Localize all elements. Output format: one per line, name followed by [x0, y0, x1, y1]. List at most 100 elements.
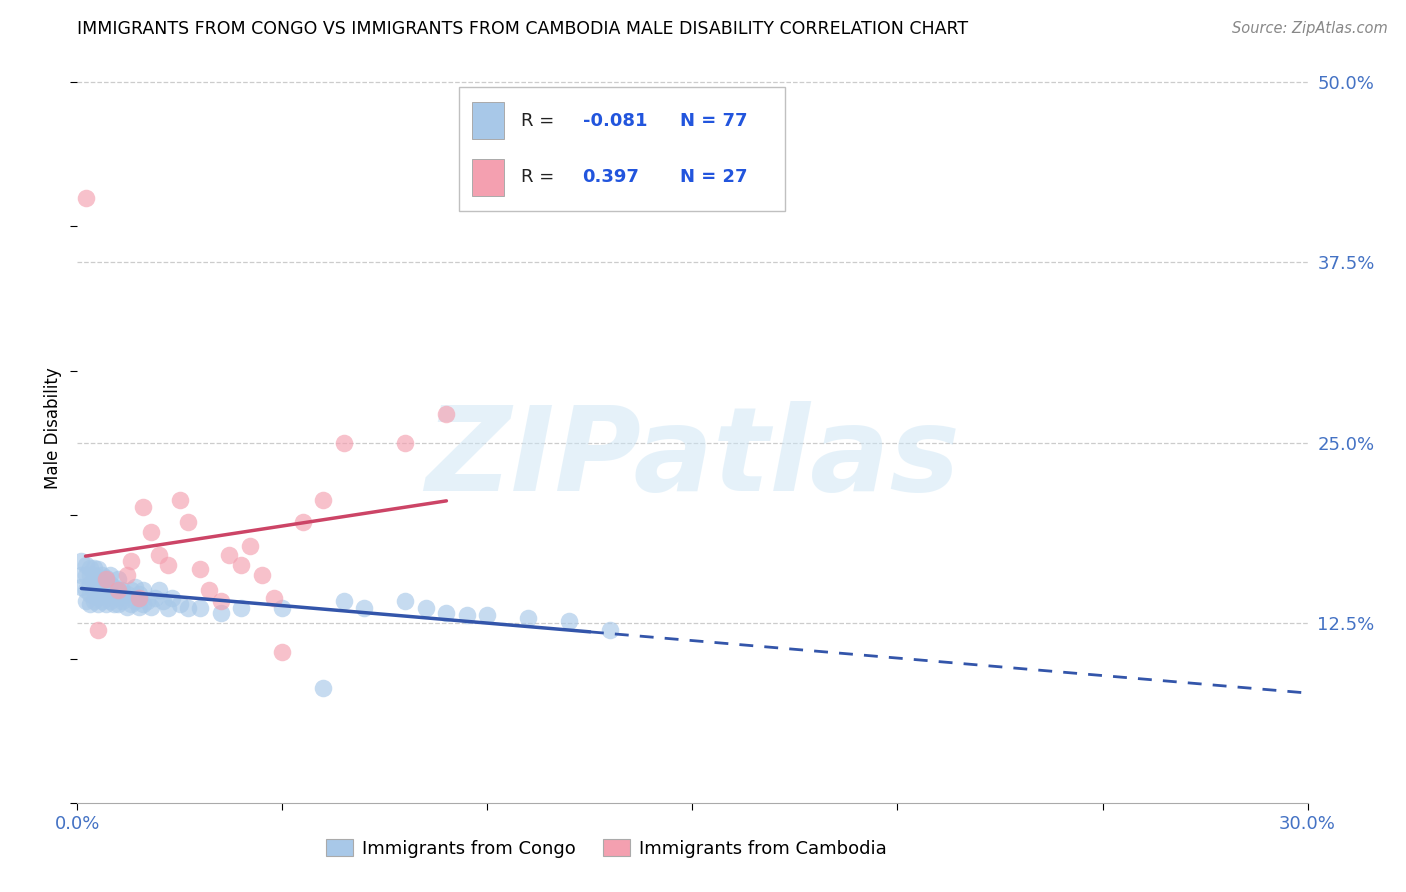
Point: [160, 591, 183, 606]
Point: [94, 588, 117, 602]
Point: [75, 582, 97, 597]
Point: [103, 588, 125, 602]
Point: [436, 407, 458, 421]
Point: [141, 599, 163, 614]
Point: [107, 590, 129, 604]
Point: [156, 601, 179, 615]
Point: [312, 681, 335, 695]
Point: [83, 575, 105, 590]
Point: [98, 594, 121, 608]
Point: [107, 573, 129, 587]
Point: [177, 515, 200, 529]
Point: [124, 594, 146, 608]
Point: [90, 568, 114, 582]
Point: [87, 597, 110, 611]
Point: [120, 582, 142, 597]
Point: [87, 562, 110, 576]
Point: [209, 594, 232, 608]
Point: [128, 587, 150, 601]
Point: [143, 591, 166, 606]
Point: [231, 558, 253, 572]
Point: [218, 548, 240, 562]
Point: [239, 539, 262, 553]
Point: [107, 582, 129, 597]
Point: [136, 594, 159, 608]
Point: [271, 601, 294, 615]
Point: [83, 594, 105, 608]
Point: [169, 493, 191, 508]
Point: [70, 568, 93, 582]
Legend: Immigrants from Congo, Immigrants from Cambodia: Immigrants from Congo, Immigrants from C…: [319, 831, 894, 865]
Point: [98, 585, 121, 599]
Point: [79, 568, 101, 582]
Point: [94, 573, 117, 587]
Point: [312, 493, 335, 508]
Point: [188, 601, 212, 615]
Point: [75, 594, 97, 608]
Text: IMMIGRANTS FROM CONGO VS IMMIGRANTS FROM CAMBODIA MALE DISABILITY CORRELATION CH: IMMIGRANTS FROM CONGO VS IMMIGRANTS FROM…: [77, 21, 969, 38]
Point: [128, 599, 150, 614]
Point: [75, 191, 97, 205]
Point: [148, 548, 170, 562]
Point: [79, 561, 101, 575]
Point: [415, 601, 437, 615]
Point: [599, 623, 621, 637]
Point: [132, 582, 155, 597]
Point: [517, 611, 540, 625]
Point: [103, 597, 125, 611]
Point: [152, 594, 174, 608]
Point: [132, 500, 155, 515]
Point: [156, 558, 179, 572]
Point: [83, 561, 105, 575]
Point: [124, 580, 146, 594]
Point: [141, 524, 163, 539]
Point: [263, 591, 285, 606]
Point: [87, 571, 110, 585]
Point: [98, 576, 121, 591]
Point: [83, 568, 105, 582]
Point: [333, 435, 356, 450]
Text: Source: ZipAtlas.com: Source: ZipAtlas.com: [1232, 21, 1388, 36]
Point: [353, 601, 375, 615]
Point: [70, 580, 93, 594]
Point: [90, 585, 114, 599]
Point: [83, 584, 105, 599]
Point: [209, 606, 232, 620]
Point: [231, 601, 253, 615]
Point: [107, 582, 129, 597]
Point: [87, 580, 110, 594]
Point: [477, 608, 499, 623]
Point: [79, 587, 101, 601]
Point: [120, 554, 142, 568]
Point: [79, 597, 101, 611]
Point: [128, 591, 150, 606]
Point: [120, 597, 142, 611]
Point: [250, 568, 273, 582]
Point: [94, 580, 117, 594]
Point: [148, 582, 170, 597]
Point: [291, 515, 314, 529]
Text: ZIPatlas: ZIPatlas: [425, 401, 960, 516]
Point: [94, 597, 117, 611]
Point: [197, 582, 219, 597]
Y-axis label: Male Disability: Male Disability: [44, 368, 62, 489]
Point: [70, 554, 93, 568]
Point: [394, 594, 416, 608]
Point: [111, 594, 134, 608]
Point: [456, 608, 478, 623]
Point: [115, 599, 138, 614]
Point: [87, 623, 110, 637]
Point: [188, 562, 212, 576]
Point: [75, 558, 97, 572]
Point: [90, 576, 114, 591]
Point: [394, 435, 416, 450]
Point: [111, 582, 134, 597]
Point: [132, 597, 155, 611]
Point: [79, 576, 101, 591]
Point: [115, 568, 138, 582]
Point: [333, 594, 356, 608]
Point: [98, 568, 121, 582]
Point: [107, 597, 129, 611]
Point: [90, 594, 114, 608]
Point: [115, 587, 138, 601]
